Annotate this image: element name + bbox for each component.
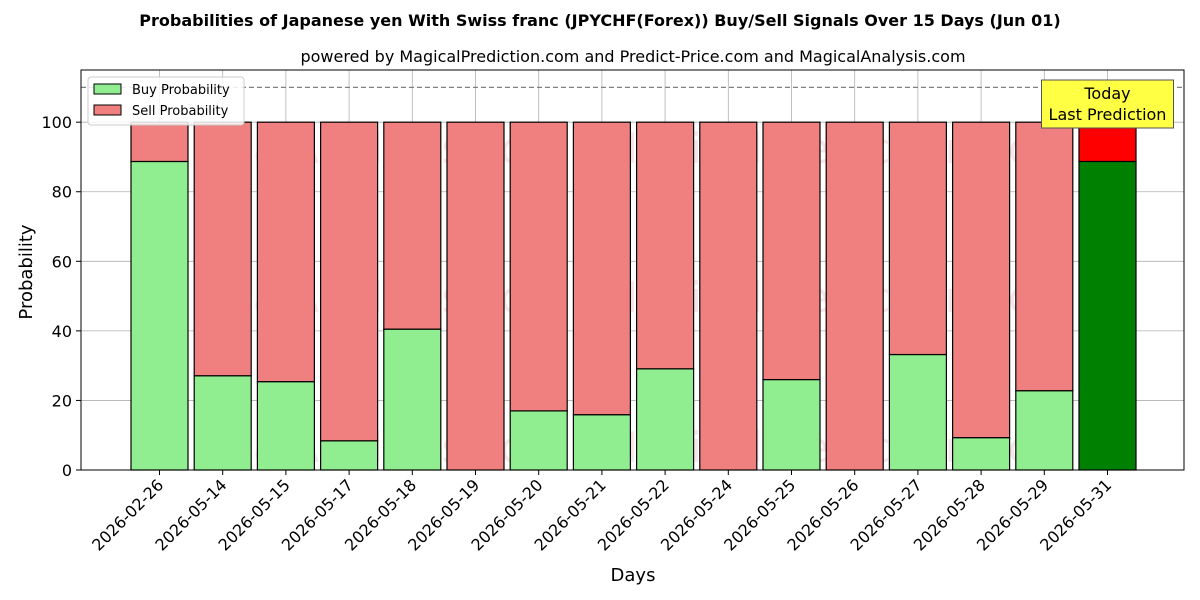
sell-bar bbox=[762, 121, 821, 381]
sell-bar bbox=[1015, 121, 1074, 392]
buy-bar bbox=[1015, 390, 1074, 471]
buy-bar bbox=[130, 160, 189, 471]
buy-bar bbox=[256, 381, 315, 471]
x-axis-label: Days bbox=[611, 565, 656, 586]
bars bbox=[130, 121, 1137, 471]
today-annotation: Today Last Prediction bbox=[1041, 79, 1174, 129]
sell-bar bbox=[320, 121, 379, 442]
chart-title: Probabilities of Japanese yen With Swiss… bbox=[139, 11, 1060, 30]
buy-bar bbox=[951, 437, 1011, 471]
y-tick-label: 60 bbox=[52, 252, 72, 271]
sell-bar bbox=[572, 121, 632, 416]
sell-bar bbox=[951, 121, 1011, 439]
annotation-text: Last Prediction bbox=[1049, 105, 1167, 124]
legend-label: Buy Probability bbox=[132, 83, 230, 98]
sell-bar bbox=[446, 121, 505, 471]
buy-bar bbox=[572, 414, 632, 471]
annotation-text: Today bbox=[1083, 84, 1130, 103]
y-tick-label: 20 bbox=[52, 391, 72, 410]
legend-swatch bbox=[93, 83, 122, 95]
y-tick-label: 0 bbox=[62, 461, 72, 480]
y-axis-label: Probability bbox=[16, 224, 37, 319]
buy-bar bbox=[193, 375, 252, 471]
legend: Buy Probability Sell Probability bbox=[87, 76, 245, 126]
y-ticks: 0 20 40 60 80 100 bbox=[41, 113, 81, 480]
buy-bar bbox=[762, 378, 821, 471]
sell-bar bbox=[825, 121, 884, 471]
sell-bar bbox=[635, 121, 695, 370]
buy-bar bbox=[320, 440, 379, 471]
legend-swatch bbox=[93, 104, 122, 116]
chart-subtitle: powered by MagicalPrediction.com and Pre… bbox=[300, 47, 965, 66]
sell-bar bbox=[256, 121, 315, 383]
x-ticks: 2026-02-262026-05-142026-05-152026-05-17… bbox=[88, 470, 1115, 555]
y-tick-label: 40 bbox=[52, 322, 72, 341]
buy-bar bbox=[888, 353, 948, 471]
sell-bar bbox=[193, 121, 252, 377]
sell-bar bbox=[130, 121, 189, 163]
legend-label: Sell Probability bbox=[132, 104, 229, 119]
y-tick-label: 80 bbox=[52, 183, 72, 202]
sell-bar bbox=[509, 121, 568, 412]
legend-box bbox=[87, 76, 245, 126]
buy-bar bbox=[509, 410, 568, 471]
buy-bar bbox=[1078, 160, 1137, 471]
sell-bar bbox=[888, 121, 948, 356]
plot-frame bbox=[80, 69, 1185, 471]
annotation-box bbox=[1041, 79, 1174, 129]
buy-bar bbox=[383, 328, 442, 471]
sell-bar bbox=[699, 121, 758, 471]
y-tick-label: 100 bbox=[41, 113, 72, 132]
buy-bar bbox=[635, 368, 695, 471]
sell-bar bbox=[383, 121, 442, 330]
